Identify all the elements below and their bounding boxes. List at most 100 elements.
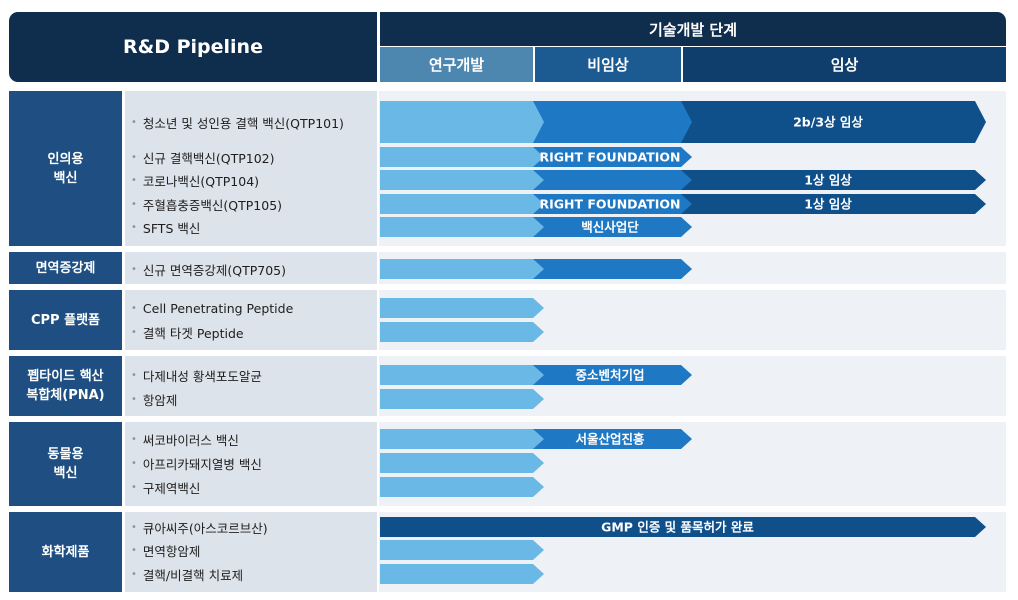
bar-preclinical <box>522 259 692 279</box>
bar-preclinical <box>522 170 692 190</box>
item-list <box>125 290 377 350</box>
bar-preclinical <box>522 365 692 385</box>
bar-label: 서울산업진흥 <box>575 432 645 447</box>
pipeline-item: • Cell Penetrating Peptide <box>131 297 293 319</box>
bar-label: RIGHT FOUNDATION <box>540 197 681 212</box>
bar-label: 1상 임상 <box>804 173 852 188</box>
bullet-icon: • <box>131 174 137 186</box>
stage-header: 기술개발 단계 <box>380 12 1006 46</box>
pipeline-item: • 청소년 및 성인용 결핵 백신(QTP101) <box>131 111 344 133</box>
bullet-icon: • <box>131 326 137 338</box>
bar-preclinical <box>522 101 692 143</box>
pipeline-item: • 아프리카돼지열병 백신 <box>131 452 262 474</box>
pipeline-item: • 다제내성 황색포도알균 <box>131 364 262 386</box>
item-list <box>125 91 377 246</box>
bar-preclinical <box>522 429 692 449</box>
bar-research <box>380 298 544 318</box>
bullet-icon: • <box>131 393 137 405</box>
item-name: 항암제 <box>142 392 178 408</box>
item-name: SFTS 백신 <box>142 220 201 236</box>
item-name: Cell Penetrating Peptide <box>142 300 294 316</box>
category-label: 면역증강제 <box>9 252 122 284</box>
bar-research <box>380 477 544 497</box>
bullet-icon: • <box>131 151 137 163</box>
bar-research <box>380 564 544 584</box>
phase-research: 연구개발 <box>380 47 533 82</box>
pipeline-item: • 면역항암제 <box>131 539 200 561</box>
pipeline-item: • 신규 면역증강제(QTP705) <box>131 258 286 280</box>
item-name: 결핵/비결핵 치료제 <box>142 567 244 583</box>
category-label: 펩타이드 핵산 복합체(PNA) <box>9 356 122 416</box>
item-name: 아프리카돼지열병 백신 <box>142 456 262 472</box>
item-list <box>125 252 377 284</box>
bar-label: GMP 인증 및 품목허가 완료 <box>601 520 754 535</box>
item-name: 청소년 및 성인용 결핵 백신(QTP101) <box>142 115 344 131</box>
item-name: 큐아씨주(아스코르브산) <box>142 520 268 536</box>
item-list <box>125 422 377 506</box>
bar-research <box>380 259 544 279</box>
bar-label: 2b/3상 임상 <box>793 115 863 130</box>
item-list <box>125 356 377 416</box>
item-name: 코로나백신(QTP104) <box>142 173 260 189</box>
bar-preclinical <box>522 217 692 237</box>
pipeline-item: • 써코바이러스 백신 <box>131 428 239 450</box>
bar-research <box>380 217 544 237</box>
phase-clinical: 임상 <box>683 47 1006 82</box>
bullet-icon: • <box>131 433 137 445</box>
bar-research <box>380 429 544 449</box>
bar-label: 백신사업단 <box>581 220 639 235</box>
phase-preclinical: 비임상 <box>535 47 681 82</box>
bar-label: 1상 임상 <box>804 197 852 212</box>
category-label: 화학제품 <box>9 512 122 592</box>
bullet-icon: • <box>131 221 137 233</box>
item-name: 신규 면역증강제(QTP705) <box>142 262 287 278</box>
item-name: 면역항암제 <box>142 543 201 559</box>
bar-research <box>380 101 544 143</box>
bullet-icon: • <box>131 481 137 493</box>
bar-clinical <box>380 517 986 537</box>
bar-clinical <box>670 101 986 143</box>
bullet-icon: • <box>131 198 137 210</box>
item-list <box>125 512 377 592</box>
item-name: 신규 결핵백신(QTP102) <box>142 150 275 166</box>
pipeline-item: • 결핵/비결핵 치료제 <box>131 563 243 585</box>
bullet-icon: • <box>131 369 137 381</box>
pipeline-item: • 주혈흡충증백신(QTP105) <box>131 193 282 215</box>
bar-research <box>380 170 544 190</box>
item-name: 써코바이러스 백신 <box>142 432 239 448</box>
bullet-icon: • <box>131 116 137 128</box>
bar-research <box>380 540 544 560</box>
pipeline-item: • 큐아씨주(아스코르브산) <box>131 516 268 538</box>
bar-research <box>380 389 544 409</box>
bullet-icon: • <box>131 302 137 314</box>
bar-clinical <box>670 194 986 214</box>
category-label: CPP 플랫폼 <box>9 290 122 350</box>
bar-label: RIGHT FOUNDATION <box>540 150 681 165</box>
item-name: 다제내성 황색포도알균 <box>142 368 262 384</box>
item-name: 구제역백신 <box>142 480 201 496</box>
bullet-icon: • <box>131 568 137 580</box>
bullet-icon: • <box>131 521 137 533</box>
bar-preclinical <box>522 147 692 167</box>
bar-clinical <box>670 170 986 190</box>
item-name: 주혈흡충증백신(QTP105) <box>142 197 283 213</box>
pipeline-item: • 코로나백신(QTP104) <box>131 169 259 191</box>
pipeline-item: • 결핵 타겟 Peptide <box>131 321 244 343</box>
bar-preclinical <box>522 194 692 214</box>
bar-research <box>380 453 544 473</box>
category-label: 동물용 백신 <box>9 422 122 506</box>
bullet-icon: • <box>131 457 137 469</box>
pipeline-item: • 항암제 <box>131 388 177 410</box>
bullet-icon: • <box>131 263 137 275</box>
pipeline-item: • 신규 결핵백신(QTP102) <box>131 146 275 168</box>
bar-label: 중소벤처기업 <box>575 368 644 383</box>
bar-research <box>380 365 544 385</box>
bar-research <box>380 322 544 342</box>
bar-research <box>380 147 544 167</box>
pipeline-title: R&D Pipeline <box>9 12 377 82</box>
pipeline-item: • SFTS 백신 <box>131 216 200 238</box>
category-label: 인의용 백신 <box>9 91 122 246</box>
bar-research <box>380 194 544 214</box>
bullet-icon: • <box>131 544 137 556</box>
